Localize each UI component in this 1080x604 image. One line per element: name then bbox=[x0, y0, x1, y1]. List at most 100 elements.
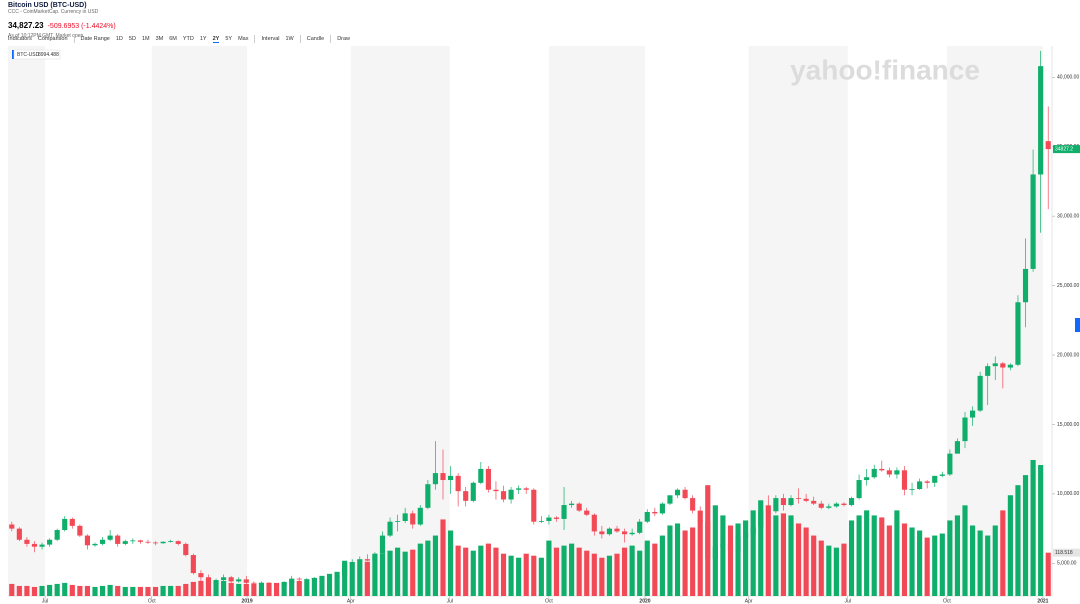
range-button[interactable]: 6M bbox=[169, 36, 177, 42]
x-tick-label: Jul bbox=[42, 598, 48, 604]
volume-bar bbox=[516, 557, 522, 596]
candle-body bbox=[24, 539, 30, 544]
candle-body bbox=[304, 579, 310, 580]
candle-body bbox=[569, 503, 575, 506]
volume-bar bbox=[743, 520, 749, 596]
volume-bar bbox=[727, 525, 734, 596]
volume-bar bbox=[372, 555, 378, 596]
range-button[interactable]: 1M bbox=[141, 36, 150, 42]
draw-button[interactable]: Draw bbox=[337, 36, 351, 42]
candle-body bbox=[115, 535, 121, 544]
candle-body bbox=[243, 579, 249, 583]
volume-bar bbox=[848, 520, 855, 596]
volume-bar bbox=[894, 510, 900, 596]
date-range-button[interactable]: Date Range bbox=[80, 36, 110, 42]
candle-body bbox=[296, 578, 302, 580]
volume-bar bbox=[198, 580, 204, 596]
volume-bar bbox=[455, 545, 461, 596]
series-tag: BTC-USD bbox=[17, 52, 40, 58]
volume-bar bbox=[788, 515, 794, 596]
volume-bar bbox=[205, 581, 212, 596]
candle-body bbox=[637, 521, 643, 533]
candle-body bbox=[107, 535, 113, 540]
candle-body bbox=[697, 510, 703, 522]
y-tick-label: 40,000.00 bbox=[1057, 75, 1079, 81]
volume-bar bbox=[349, 562, 355, 596]
candle-body bbox=[251, 582, 257, 584]
volume-bar bbox=[160, 585, 166, 596]
price: 34,827.23 bbox=[8, 21, 44, 30]
volume-bar bbox=[667, 525, 673, 596]
y-tick-label: 15,000.00 bbox=[1057, 422, 1079, 428]
volume-bar bbox=[864, 510, 870, 596]
candle-body bbox=[879, 468, 885, 471]
series-tag-marker bbox=[12, 50, 14, 59]
volume-bar bbox=[258, 582, 265, 596]
interval-value[interactable]: 1W bbox=[285, 36, 294, 42]
candle-body bbox=[84, 535, 91, 546]
volume-bar bbox=[175, 585, 181, 596]
quarter-band bbox=[548, 46, 645, 596]
title: Bitcoin USD (BTC-USD) bbox=[8, 2, 87, 9]
chart-type-button[interactable]: Candle bbox=[306, 36, 325, 42]
volume-bar bbox=[251, 583, 257, 596]
x-tick-label: Oct bbox=[148, 598, 156, 604]
range-button[interactable]: 5Y bbox=[225, 36, 233, 42]
x-tick-label: Jul bbox=[447, 598, 453, 604]
volume-bar bbox=[546, 540, 552, 596]
candle-body bbox=[470, 482, 476, 501]
candle-body bbox=[16, 528, 22, 540]
volume-bar bbox=[576, 547, 582, 596]
volume-bar bbox=[342, 560, 348, 596]
indicators-button[interactable]: Indicators bbox=[8, 36, 32, 42]
candle-body bbox=[780, 498, 787, 506]
candle-body bbox=[160, 541, 166, 544]
range-button[interactable]: YTD bbox=[182, 36, 194, 42]
candle-body bbox=[54, 530, 60, 540]
candle-body bbox=[137, 540, 143, 542]
range-button[interactable]: 1Y bbox=[199, 36, 207, 42]
y-tick-label: 25,000.00 bbox=[1057, 283, 1079, 289]
volume-bar bbox=[1030, 460, 1036, 596]
candle-body bbox=[9, 524, 15, 529]
volume-label-box bbox=[1053, 548, 1080, 557]
volume-bar bbox=[720, 515, 726, 596]
x-tick-label: 2021 bbox=[1037, 598, 1048, 604]
candle-body bbox=[39, 544, 45, 547]
candle-body bbox=[576, 503, 582, 511]
candle-body bbox=[795, 498, 802, 499]
volume-bar bbox=[644, 540, 650, 596]
range-button[interactable]: 5D bbox=[128, 36, 136, 42]
candle-body bbox=[985, 366, 991, 376]
volume-bar bbox=[985, 535, 991, 596]
range-button[interactable]: 1D bbox=[115, 36, 123, 42]
volume-bar bbox=[690, 527, 696, 596]
series-tag-value: 8994.488 bbox=[38, 52, 59, 58]
volume-bar bbox=[357, 561, 363, 596]
x-tick-label: Oct bbox=[545, 598, 553, 604]
range-button[interactable]: 2Y bbox=[212, 35, 220, 43]
interval-label[interactable]: Interval bbox=[261, 36, 280, 42]
volume-bar bbox=[886, 525, 892, 596]
candle-body bbox=[99, 539, 106, 544]
volume-bar bbox=[561, 545, 567, 596]
candle-body bbox=[803, 498, 809, 501]
volume-bar bbox=[939, 533, 945, 596]
volume-bar bbox=[591, 553, 597, 596]
range-button[interactable]: 3M bbox=[155, 36, 164, 42]
volume-bar bbox=[213, 582, 219, 596]
comparison-button[interactable]: Comparison bbox=[37, 36, 68, 42]
side-handle[interactable] bbox=[1075, 318, 1080, 332]
x-tick-label: Apr bbox=[347, 598, 355, 604]
volume-bar bbox=[780, 513, 787, 596]
candle-body bbox=[894, 470, 900, 475]
range-button[interactable]: Max bbox=[238, 36, 249, 42]
volume-bar bbox=[69, 584, 75, 596]
candle-body bbox=[334, 575, 340, 578]
candle-body bbox=[932, 475, 938, 483]
candle-body bbox=[379, 535, 386, 554]
volume-bar bbox=[107, 584, 113, 596]
volume-bar bbox=[508, 555, 514, 596]
volume-bar bbox=[833, 547, 839, 596]
candle-body bbox=[31, 543, 38, 547]
